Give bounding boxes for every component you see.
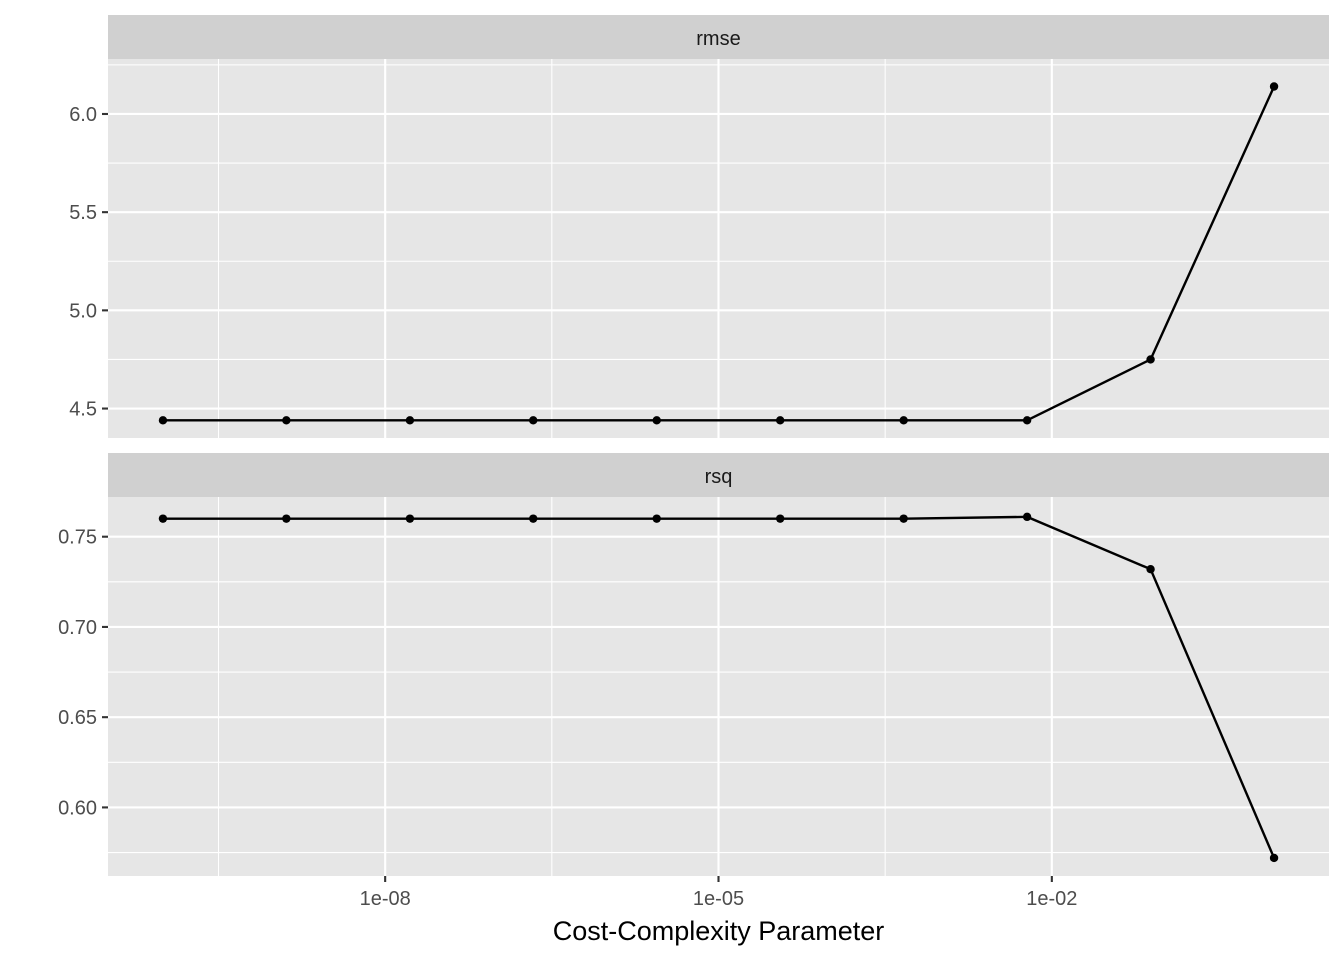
data-point-rmse	[405, 416, 415, 425]
data-point-rmse	[899, 416, 908, 425]
x-tick-label: 1e-02	[1026, 888, 1077, 910]
data-point-rsq	[652, 514, 661, 523]
strip-rsq	[108, 453, 1329, 497]
series-line-rmse	[162, 85, 1276, 422]
data-point-rsq	[529, 514, 538, 523]
strip-label-rmse: rmse	[696, 28, 740, 50]
data-point-rsq	[899, 514, 908, 523]
data-point-rmse	[775, 416, 785, 425]
data-point-rsq	[1269, 853, 1279, 863]
data-point-rsq	[1146, 564, 1155, 574]
data-point-rsq	[158, 514, 168, 523]
y-tick-label-rsq: 0.75	[58, 527, 97, 549]
y-tick-label-rmse: 5.0	[69, 300, 97, 322]
data-point-rmse	[1022, 416, 1032, 425]
data-point-rmse	[652, 416, 661, 425]
strip-label-rsq: rsq	[705, 466, 733, 488]
y-tick-label-rsq: 0.70	[58, 617, 97, 639]
series-rmse	[158, 82, 1279, 425]
data-point-rmse	[158, 416, 168, 425]
data-point-rmse	[282, 416, 291, 425]
grid-rmse	[108, 59, 1329, 438]
data-point-rsq	[405, 514, 415, 523]
grid-rsq	[108, 497, 1329, 876]
y-axis-rsq: 0.60 0.65 0.70 0.75	[58, 527, 108, 819]
x-axis: 1e-08 1e-05 1e-02	[360, 876, 1077, 910]
x-tick-label: 1e-05	[693, 888, 744, 910]
strip-rmse	[108, 15, 1329, 59]
data-point-rmse	[1269, 82, 1279, 91]
y-tick-label-rmse: 4.5	[69, 399, 97, 421]
y-tick-label-rmse: 6.0	[69, 104, 97, 126]
panel-rmse: rmse 4.5 5.0 5.5 6.0	[69, 15, 1329, 438]
y-tick-label-rsq: 0.60	[58, 797, 97, 819]
data-point-rsq	[775, 514, 785, 523]
data-point-rmse	[529, 416, 538, 425]
y-tick-label-rmse: 5.5	[69, 202, 97, 224]
data-point-rmse	[1146, 355, 1155, 364]
series-line-rsq	[162, 515, 1276, 859]
data-point-rsq	[1022, 512, 1032, 522]
x-tick-label: 1e-08	[360, 888, 411, 910]
y-tick-label-rsq: 0.65	[58, 707, 97, 729]
y-axis-rmse: 4.5 5.0 5.5 6.0	[69, 104, 108, 421]
series-rsq	[158, 512, 1279, 863]
panel-rsq: rsq 0.60 0.65 0.70 0.75	[58, 453, 1329, 876]
x-axis-title: Cost-Complexity Parameter	[553, 916, 885, 946]
data-point-rsq	[282, 514, 291, 523]
